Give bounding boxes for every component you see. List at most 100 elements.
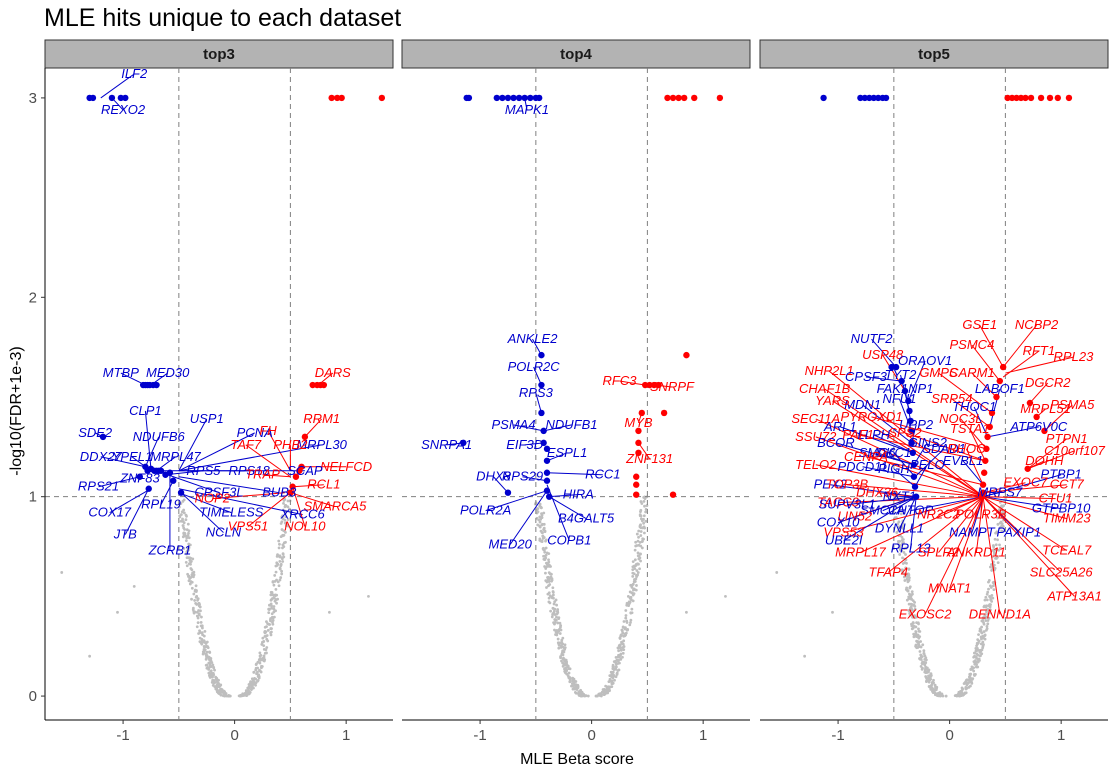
background-point <box>265 651 268 655</box>
background-point <box>628 623 632 627</box>
background-point <box>187 562 191 566</box>
background-point <box>611 676 615 680</box>
label-segment <box>493 476 509 494</box>
background-point <box>547 560 551 564</box>
gene-point <box>296 467 303 474</box>
background-point <box>556 621 560 625</box>
background-point <box>247 685 251 689</box>
gene-point <box>888 363 895 371</box>
background-point <box>282 529 286 533</box>
label-segment <box>292 486 306 527</box>
background-point <box>556 637 560 641</box>
background-point <box>211 678 215 682</box>
y-axis: 0 1 2 3 <box>29 68 46 720</box>
background-point <box>190 568 194 572</box>
background-point <box>187 536 191 540</box>
gene-label: ANKLE2 <box>507 331 559 346</box>
background-point <box>278 566 282 570</box>
gene-label: SMC1A <box>860 503 905 518</box>
background-point <box>624 609 628 612</box>
background-point <box>635 573 639 577</box>
background-point <box>184 539 188 543</box>
background-point <box>914 631 918 635</box>
label-segment <box>815 436 984 498</box>
background-point <box>269 631 273 635</box>
background-point <box>976 653 980 657</box>
label-segment <box>887 496 984 573</box>
gene-label: SNRPA1 <box>421 437 472 452</box>
background-point <box>183 527 186 531</box>
background-point <box>913 616 917 619</box>
gene-point <box>861 94 869 102</box>
gene-label: RPS5 <box>186 463 221 478</box>
background-point <box>953 694 957 698</box>
background-point <box>555 603 559 607</box>
gene-point <box>866 94 873 102</box>
background-point <box>188 582 192 586</box>
gene-label: RFC3 <box>603 373 638 388</box>
gene-point <box>898 377 905 385</box>
facet-strip <box>44 39 394 69</box>
background-point <box>633 588 637 592</box>
background-point <box>974 649 978 653</box>
gene-label: CENPA <box>844 449 888 464</box>
background-point <box>285 523 289 527</box>
background-point <box>271 616 275 620</box>
gene-label: FH <box>259 423 277 438</box>
background-point <box>281 560 285 563</box>
gene-point <box>378 94 386 102</box>
gene-point <box>493 94 501 102</box>
gene-label: TCEAL7 <box>1042 543 1092 558</box>
background-point <box>553 607 557 611</box>
gene-point <box>157 467 165 474</box>
background-point <box>219 687 223 691</box>
background-point <box>601 688 605 691</box>
background-point <box>628 596 632 600</box>
background-point <box>548 594 552 597</box>
gene-point <box>1046 94 1054 102</box>
label-segment <box>969 428 986 462</box>
gene-label: GSE1 <box>962 317 997 332</box>
background-point <box>996 522 1000 526</box>
label-segment <box>873 434 914 454</box>
background-point <box>896 522 900 526</box>
label-segment <box>846 484 984 498</box>
background-point <box>538 515 542 519</box>
background-point <box>685 610 688 614</box>
background-point <box>977 633 980 637</box>
gene-label: NHP2L1 <box>805 363 854 378</box>
background-point <box>182 508 186 512</box>
background-point <box>620 640 623 644</box>
gene-point <box>1013 94 1020 102</box>
label-segment <box>860 496 984 553</box>
background-point <box>566 664 570 668</box>
gene-point <box>287 489 294 496</box>
label-segment <box>109 488 152 514</box>
y-tick-label: 0 <box>29 688 37 705</box>
background-point <box>995 557 998 560</box>
background-point <box>607 680 611 684</box>
label-segment <box>1002 350 1040 378</box>
background-point <box>617 659 620 662</box>
background-point <box>186 572 190 576</box>
background-point <box>273 574 277 577</box>
background-point <box>928 675 932 678</box>
background-point <box>967 681 970 685</box>
gene-label: SNRPF <box>650 379 695 394</box>
gene-point <box>999 363 1007 371</box>
panel-top3: top3 -1 0 1 ILF2 REXO2 MTBP MED30 DARS RRM1 CLP1 US… <box>44 39 394 744</box>
background-point <box>187 542 191 546</box>
label-segment <box>962 460 984 486</box>
gene-label: COX10 <box>817 515 860 530</box>
background-point <box>204 652 208 656</box>
background-point <box>990 594 994 597</box>
gene-label: PAXIP1 <box>996 525 1041 540</box>
gene-label: RHOC <box>947 441 986 456</box>
label-segment <box>893 468 916 488</box>
label-segment <box>533 366 542 386</box>
gene-label: EVBL1 <box>943 453 983 468</box>
background-point <box>621 655 624 659</box>
background-point <box>638 567 641 571</box>
background-point <box>563 643 567 647</box>
